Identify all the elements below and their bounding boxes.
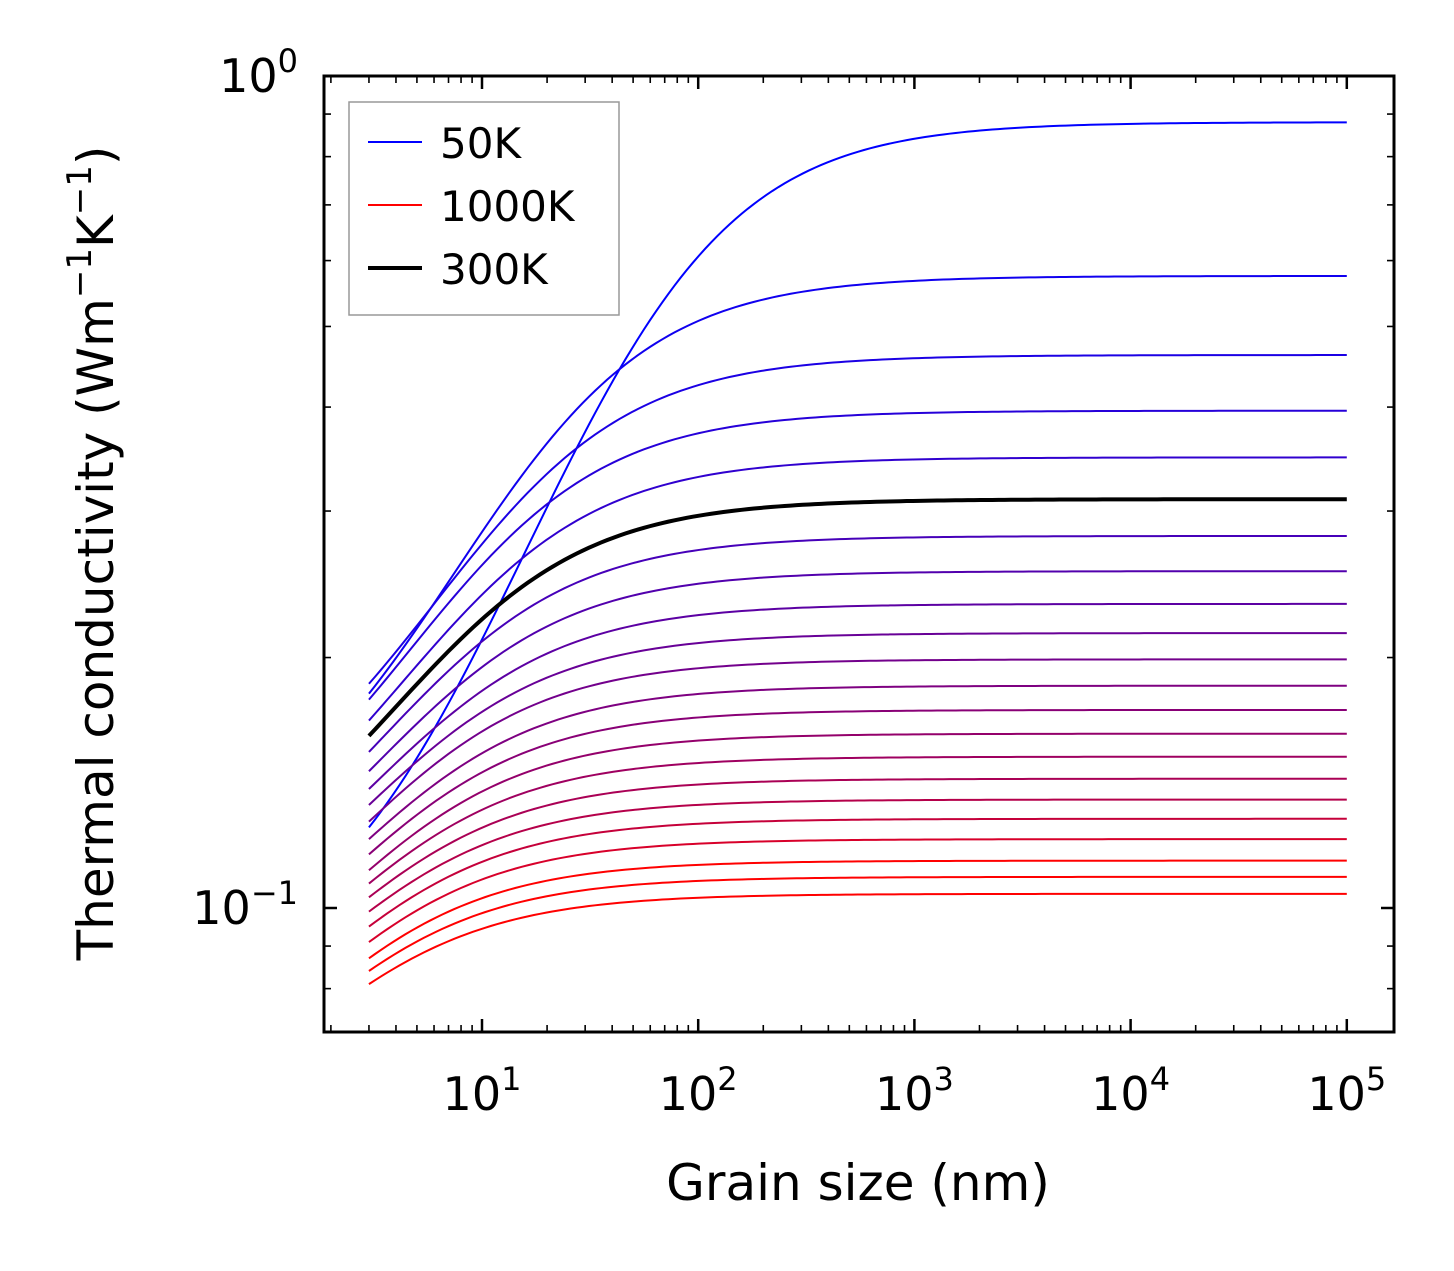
- series-line-1000k: [368, 859, 1347, 960]
- legend-label-50k: 50K: [440, 119, 522, 168]
- x-tick-label: 105: [1307, 1060, 1386, 1121]
- series-line-450k: [368, 602, 1347, 790]
- series-line-50k: [368, 121, 1347, 828]
- series-line-1100k: [368, 892, 1347, 985]
- plot-lines: [367, 121, 1347, 985]
- legend: 50K 1000K 300K: [348, 101, 620, 316]
- x-tick-label: 101: [443, 1060, 522, 1121]
- legend-label-1000k: 1000K: [440, 182, 576, 231]
- y-tick-label: 10−1: [192, 874, 298, 935]
- series-line-650k: [368, 708, 1347, 856]
- tick-labels: 101 102 103 104 105 100 10−1: [192, 42, 1386, 1121]
- series-line-950k: [368, 838, 1347, 943]
- x-axis-title: Grain size (nm): [666, 1154, 1050, 1212]
- series-line-600k: [368, 684, 1347, 840]
- series-line-350k: [368, 534, 1347, 753]
- series-line-550k: [368, 658, 1347, 823]
- series-line-500k: [368, 632, 1347, 806]
- series-line-200k: [368, 409, 1347, 701]
- series-line-1050k: [368, 875, 1347, 972]
- series-line-150k: [368, 354, 1347, 685]
- x-tick-label: 104: [1091, 1060, 1170, 1121]
- series-line-400k: [368, 570, 1347, 772]
- legend-box: [348, 101, 620, 316]
- plot-frame: [322, 74, 1396, 1034]
- series-line-750k: [368, 755, 1347, 885]
- x-tick-label: 102: [659, 1060, 738, 1121]
- series-line-900k: [368, 817, 1347, 928]
- series-line-100k: [368, 275, 1347, 695]
- series-line-800k: [368, 777, 1347, 899]
- y-tick-label: 100: [219, 42, 298, 103]
- series-line-850k: [368, 798, 1347, 913]
- series-line-250k: [368, 456, 1347, 722]
- series-line-300k: [367, 497, 1347, 738]
- legend-label-300k: 300K: [440, 245, 549, 294]
- y-axis-title: Thermal conductivity (Wm−1K−1): [60, 146, 125, 962]
- series-line-700k: [368, 732, 1347, 872]
- x-tick-label: 103: [875, 1060, 954, 1121]
